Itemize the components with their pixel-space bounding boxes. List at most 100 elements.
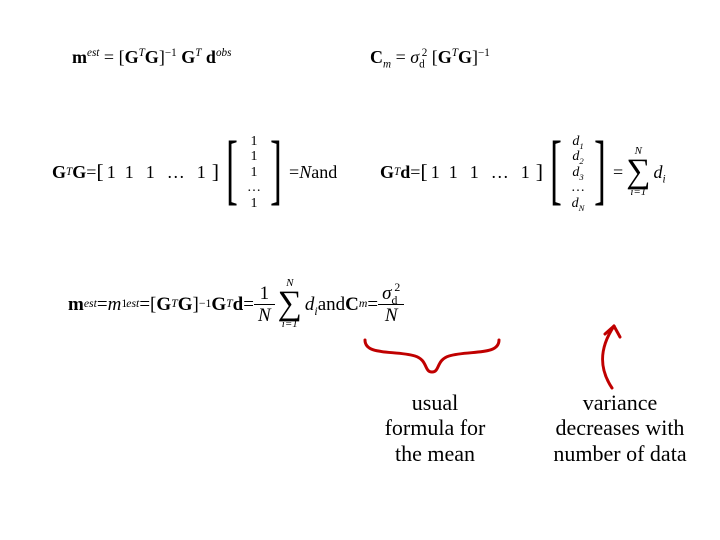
sigma-2: 2: [422, 47, 428, 59]
e4: 1: [515, 163, 536, 181]
c0: 1: [251, 134, 258, 149]
eq-sign: =: [104, 47, 119, 67]
c0: d1: [572, 134, 583, 149]
G1: G: [125, 47, 139, 67]
sigma-icon: ∑: [278, 289, 302, 319]
C: C: [345, 295, 359, 314]
lower: i=1: [630, 187, 646, 198]
C: C: [370, 47, 383, 67]
lower: i=1: [282, 319, 298, 330]
eq2: =: [613, 163, 623, 181]
G2: G: [72, 163, 86, 181]
and: and: [311, 163, 337, 181]
l3: the mean: [395, 441, 475, 466]
G2: G: [178, 295, 193, 314]
arrow-icon: [603, 326, 615, 388]
rbr: ]: [536, 163, 543, 183]
eq: =: [410, 163, 420, 181]
col: 1 1 1 … 1: [245, 130, 263, 215]
rbr: ]: [270, 130, 282, 215]
lbr: [: [550, 130, 562, 215]
eqN: =: [289, 163, 299, 181]
e1: 1: [443, 163, 464, 181]
eq: =: [97, 295, 108, 314]
inv: −1: [478, 47, 490, 59]
c4: 1: [251, 196, 258, 211]
e1: 1: [119, 163, 140, 181]
eq: =: [86, 163, 96, 181]
N: N: [299, 163, 311, 181]
eq2: =: [139, 295, 150, 314]
c1: d2: [572, 149, 583, 164]
G: G: [380, 163, 394, 181]
frac-sigma2N: σd2 N: [378, 284, 404, 325]
eq-sign: =: [396, 47, 411, 67]
frac-1N: 1 N: [254, 284, 275, 325]
lbr: [: [420, 163, 427, 183]
row-vec-ones2: [ 1 1 1 … 1 ]: [420, 161, 543, 183]
annot-variance: variance decreases with number of data: [540, 390, 700, 466]
eq4: =: [367, 295, 378, 314]
sum: N ∑ i=1: [278, 278, 302, 330]
d: d: [233, 295, 244, 314]
rbr: ]: [594, 130, 606, 215]
obs: obs: [216, 47, 232, 59]
e3: …: [485, 163, 515, 181]
sum: N ∑ i=1: [626, 146, 650, 198]
annot-mean: usual formula for the mean: [380, 390, 490, 466]
c4: dN: [572, 196, 585, 211]
sigma-icon: ∑: [626, 157, 650, 187]
G1: G: [52, 163, 66, 181]
eq-mest-mean: mest = m1est = [GTG]−1GTd = 1 N N ∑ i=1 …: [68, 278, 404, 330]
rbr: ]: [192, 295, 198, 314]
sym-m: m: [72, 47, 87, 67]
eq-Cm-def: Cm = σd2 [GTG]−1: [370, 48, 490, 66]
d: d: [206, 47, 216, 67]
G3: G: [181, 47, 195, 67]
e0: 1: [428, 163, 443, 181]
e2: 1: [140, 163, 161, 181]
l1: usual: [412, 390, 458, 415]
c3: …: [247, 180, 261, 195]
Cm-sub: m: [383, 59, 391, 71]
m1: m: [108, 295, 122, 314]
arrowhead-icon: [605, 326, 620, 337]
rbr: ]: [212, 163, 219, 183]
num: 1: [254, 284, 275, 304]
c3: …: [571, 180, 585, 195]
eq-mest-def: mest = [GTG]−1 GT dobs: [72, 48, 231, 66]
di: di: [305, 295, 318, 314]
di: di: [653, 163, 665, 181]
row-vec-ones: [ 1 1 1 … 1 ]: [96, 161, 219, 183]
G2: G: [458, 47, 472, 67]
sigma: σ: [410, 47, 419, 67]
c2: 1: [251, 165, 258, 180]
l3: number of data: [553, 441, 686, 466]
eq-GTG: GTG = [ 1 1 1 … 1 ] [ 1 1 1 … 1 ] = N an: [52, 130, 337, 215]
e0: 1: [104, 163, 119, 181]
lbr: [: [226, 130, 238, 215]
l1: variance: [583, 390, 658, 415]
T2: T: [195, 47, 201, 59]
e2: 1: [464, 163, 485, 181]
slide: mest = [GTG]−1 GT dobs Cm = σd2 [GTG]−1 …: [0, 0, 720, 540]
eq-GTd: GTd = [ 1 1 1 … 1 ] [ d1 d2 d3 … dN ] = …: [380, 130, 666, 215]
den: N: [254, 304, 275, 325]
num: σd2: [378, 284, 404, 304]
sup-est: est: [87, 47, 99, 59]
G1: G: [156, 295, 171, 314]
e4: 1: [191, 163, 212, 181]
col: d1 d2 d3 … dN: [569, 130, 587, 215]
l2: decreases with: [556, 415, 685, 440]
c1: 1: [251, 149, 258, 164]
and: and: [318, 295, 345, 314]
G2: G: [145, 47, 159, 67]
brace-icon: [365, 340, 499, 372]
l2: formula for: [385, 415, 486, 440]
e3: …: [161, 163, 191, 181]
lbr: [: [96, 163, 103, 183]
col-vec-ones: [ 1 1 1 … 1 ]: [219, 130, 289, 215]
eq3: =: [243, 295, 254, 314]
d: d: [400, 163, 410, 181]
col-vec-d: [ d1 d2 d3 … dN ]: [543, 130, 613, 215]
